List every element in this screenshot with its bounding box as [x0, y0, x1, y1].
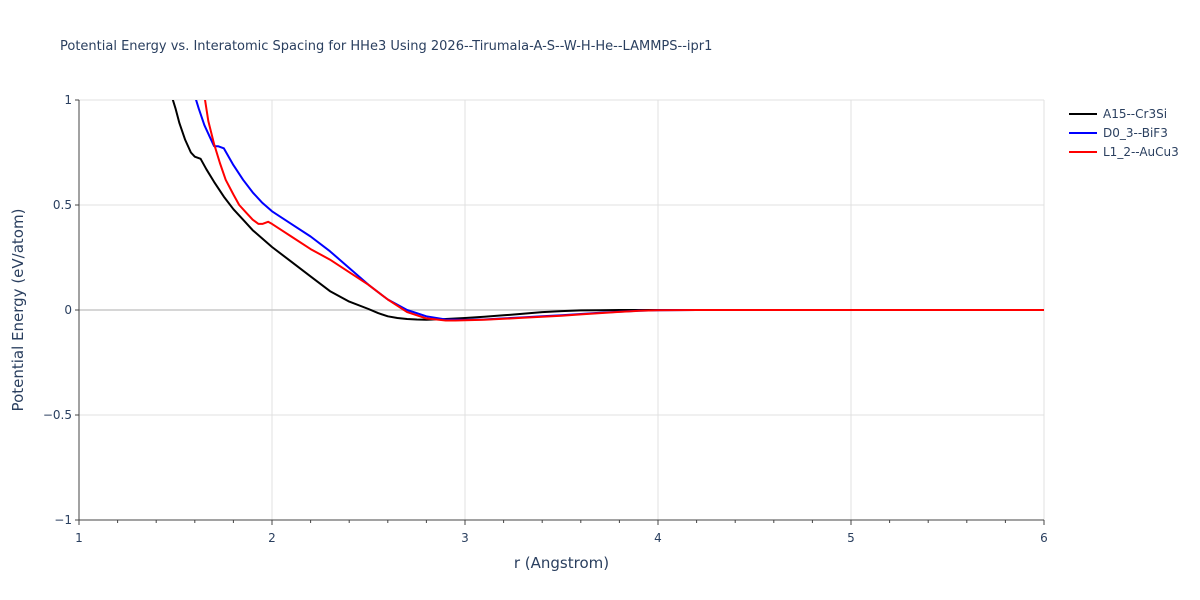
x-tick-label: 6 [1040, 531, 1048, 545]
x-axis-ticks: 1 2 3 4 5 6 [75, 520, 1048, 545]
x-tick-label: 5 [847, 531, 855, 545]
series-line-2[interactable] [204, 96, 1044, 322]
y-axis-title: Potential Energy (eV/atom) [9, 209, 27, 412]
plot-area[interactable] [171, 96, 1044, 322]
legend-label: D0_3--BiF3 [1103, 126, 1168, 140]
y-tick-label: 1 [64, 93, 72, 107]
y-tick-label: 0 [64, 303, 72, 317]
x-axis-title: r (Angstrom) [514, 554, 609, 572]
y-axis-ticks: −1 −0.5 0 0.5 1 [43, 93, 79, 527]
legend-label: L1_2--AuCu3 [1103, 145, 1179, 159]
series-line-0[interactable] [171, 96, 1044, 321]
y-tick-label: 0.5 [53, 198, 72, 212]
x-tick-label: 4 [654, 531, 662, 545]
y-tick-label: −1 [54, 513, 72, 527]
chart-title: Potential Energy vs. Interatomic Spacing… [60, 39, 712, 54]
x-tick-label: 2 [268, 531, 276, 545]
x-tick-label: 3 [461, 531, 469, 545]
y-tick-label: −0.5 [43, 408, 72, 422]
legend-label: A15--Cr3Si [1103, 107, 1167, 121]
legend[interactable]: A15--Cr3Si D0_3--BiF3 L1_2--AuCu3 [1069, 107, 1179, 159]
legend-item-2[interactable]: L1_2--AuCu3 [1069, 145, 1179, 159]
x-tick-label: 1 [75, 531, 83, 545]
legend-item-1[interactable]: D0_3--BiF3 [1069, 126, 1168, 140]
legend-item-0[interactable]: A15--Cr3Si [1069, 107, 1167, 121]
